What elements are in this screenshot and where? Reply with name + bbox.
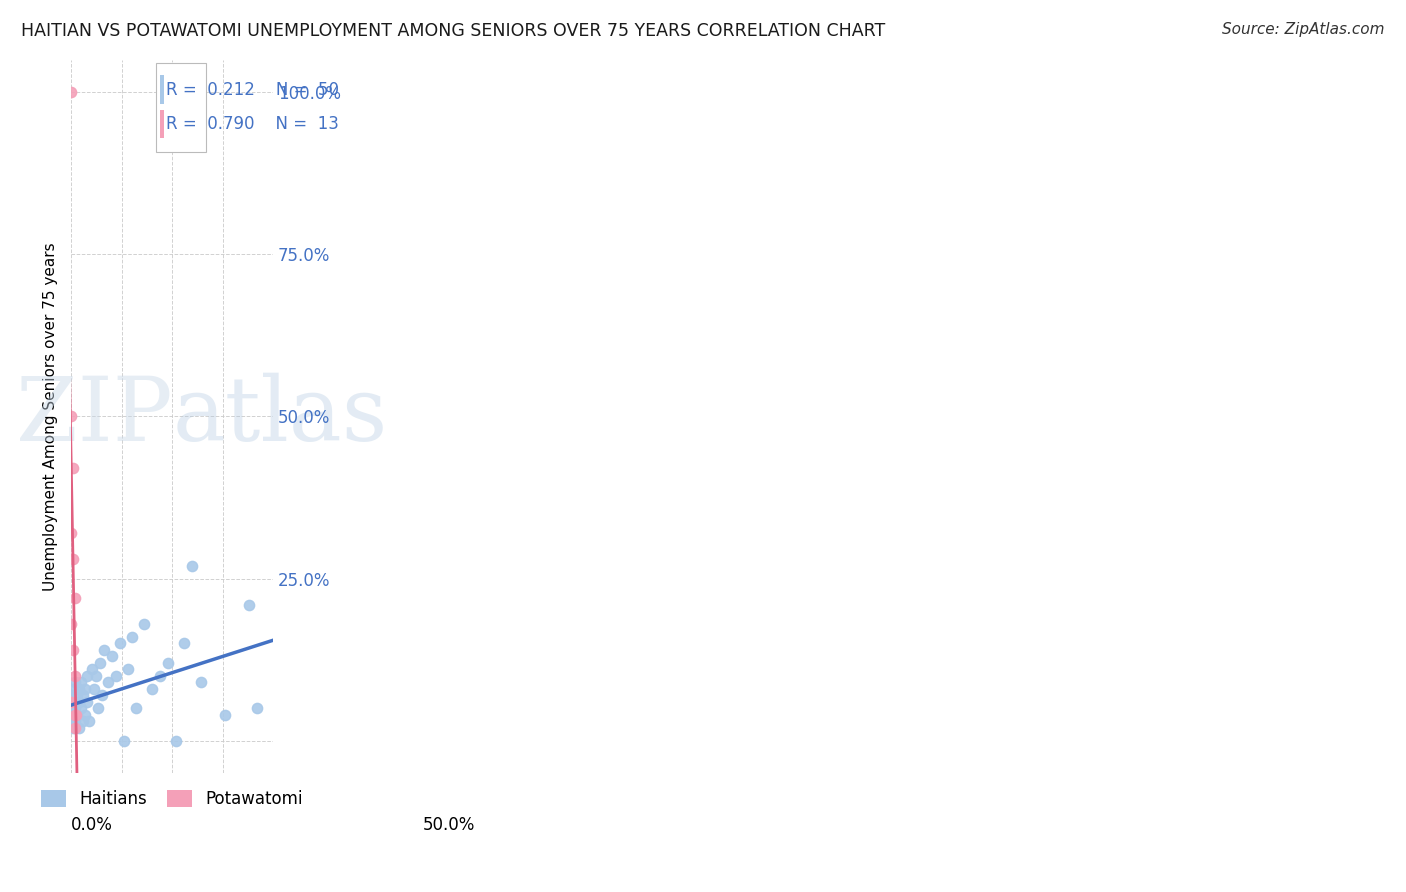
Point (65, 721, 87, 735)
Point (62, 643, 84, 657)
Point (117, 662, 139, 676)
Point (67, 681, 90, 696)
Point (165, 733, 187, 747)
Point (62, 707, 84, 722)
Point (67, 721, 90, 735)
FancyBboxPatch shape (159, 110, 165, 138)
Point (66, 707, 89, 722)
Point (72, 714, 94, 729)
Point (70, 701, 93, 715)
Point (65, 701, 87, 715)
Text: R =  0.790    N =  13: R = 0.790 N = 13 (166, 115, 339, 133)
Point (100, 649, 122, 664)
Point (132, 617, 155, 632)
Text: ZIP: ZIP (15, 373, 173, 460)
Point (112, 733, 135, 747)
Point (75, 707, 97, 722)
Point (60, 695, 83, 709)
Text: atlas: atlas (173, 373, 388, 460)
Point (60, 409, 83, 424)
Point (62, 552, 84, 566)
Point (60, 617, 83, 632)
Point (86, 701, 108, 715)
Point (97, 675, 120, 690)
Point (79, 714, 101, 729)
Point (62, 695, 84, 709)
Point (60, 689, 83, 703)
Point (108, 636, 131, 650)
Point (60, 714, 83, 729)
FancyBboxPatch shape (156, 63, 205, 153)
Point (62, 461, 84, 475)
Point (63, 591, 86, 605)
FancyBboxPatch shape (159, 75, 165, 103)
Point (238, 598, 260, 612)
Point (67, 695, 90, 709)
Point (84, 669, 107, 683)
Point (83, 681, 105, 696)
Point (157, 656, 180, 670)
Point (76, 669, 98, 683)
Point (76, 695, 98, 709)
Point (62, 721, 84, 735)
Point (72, 689, 94, 703)
Point (181, 558, 204, 573)
Y-axis label: Unemployment Among Seniors over 75 years: Unemployment Among Seniors over 75 years (44, 242, 58, 591)
Point (66, 689, 89, 703)
Point (65, 669, 87, 683)
Point (121, 630, 143, 644)
Text: 0.0%: 0.0% (72, 816, 114, 834)
Text: 50.0%: 50.0% (423, 816, 475, 834)
Point (60, 701, 83, 715)
Point (90, 689, 112, 703)
Legend: Haitians, Potawatomi: Haitians, Potawatomi (35, 783, 309, 814)
Point (125, 701, 148, 715)
Point (70, 675, 93, 690)
Point (246, 701, 269, 715)
Point (65, 707, 87, 722)
Text: Source: ZipAtlas.com: Source: ZipAtlas.com (1222, 22, 1385, 37)
Point (80, 662, 103, 676)
Point (214, 707, 236, 722)
Point (65, 675, 87, 690)
Point (60, 85, 83, 99)
Point (62, 681, 84, 696)
Point (75, 681, 97, 696)
Text: R =  0.212    N =  50: R = 0.212 N = 50 (166, 80, 339, 99)
Point (190, 675, 212, 690)
Point (60, 526, 83, 541)
Point (89, 656, 111, 670)
Point (141, 681, 163, 696)
Point (65, 714, 87, 729)
Point (173, 636, 195, 650)
Point (104, 669, 127, 683)
Point (149, 669, 172, 683)
Point (93, 643, 115, 657)
Text: HAITIAN VS POTAWATOMI UNEMPLOYMENT AMONG SENIORS OVER 75 YEARS CORRELATION CHART: HAITIAN VS POTAWATOMI UNEMPLOYMENT AMONG… (21, 22, 886, 40)
Point (63, 707, 86, 722)
